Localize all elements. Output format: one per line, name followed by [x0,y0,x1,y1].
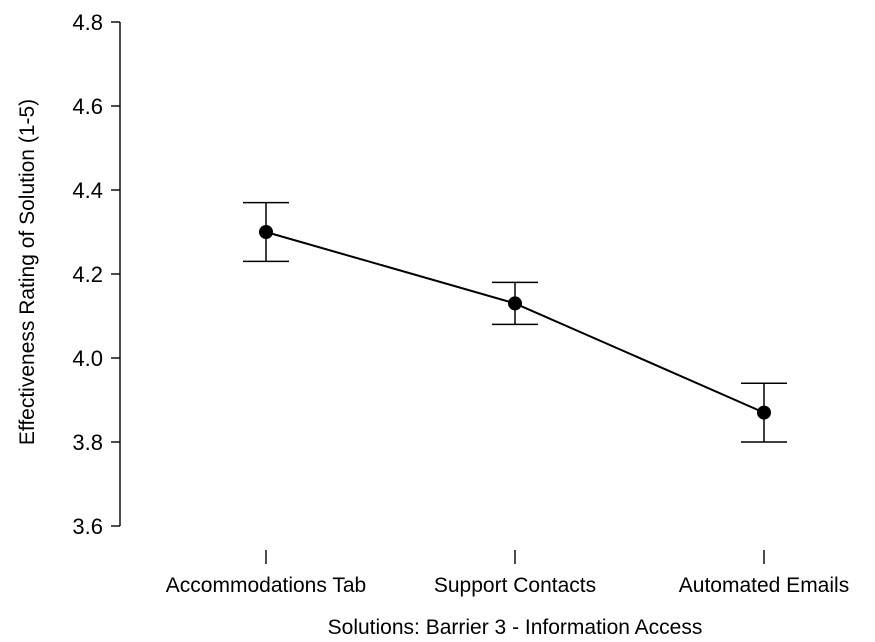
data-point [508,296,522,311]
y-axis-label: Effectiveness Rating of Solution (1-5) [16,99,39,445]
x-tick-label: Automated Emails [679,574,849,597]
y-tick-label: 4.4 [72,178,103,203]
y-axis: 3.6 3.8 4.0 4.2 4.4 4.6 4.8 [72,10,121,539]
x-axis: Accommodations Tab Support Contacts Automa… [166,550,849,597]
y-tick-label: 4.2 [72,262,103,287]
data-points [259,225,771,420]
data-point [259,225,273,239]
y-tick-label: 4.6 [72,94,103,119]
data-point [757,405,771,420]
y-tick-label: 3.8 [72,430,103,455]
error-bars [243,201,787,443]
x-tick-labels: Accommodations Tab Support Contacts Automa… [166,574,849,597]
x-ticks [265,550,765,564]
y-tick-label: 4.0 [72,346,103,371]
y-ticks: 3.6 3.8 4.0 4.2 4.4 4.6 4.8 [72,10,120,539]
x-axis-label: Solutions: Barrier 3 - Information Acces… [328,616,703,639]
x-tick-label: Accommodations Tab [166,574,366,597]
y-tick-label: 4.8 [72,10,103,35]
x-tick-label: Support Contacts [434,574,596,597]
y-tick-label: 3.6 [72,514,103,539]
